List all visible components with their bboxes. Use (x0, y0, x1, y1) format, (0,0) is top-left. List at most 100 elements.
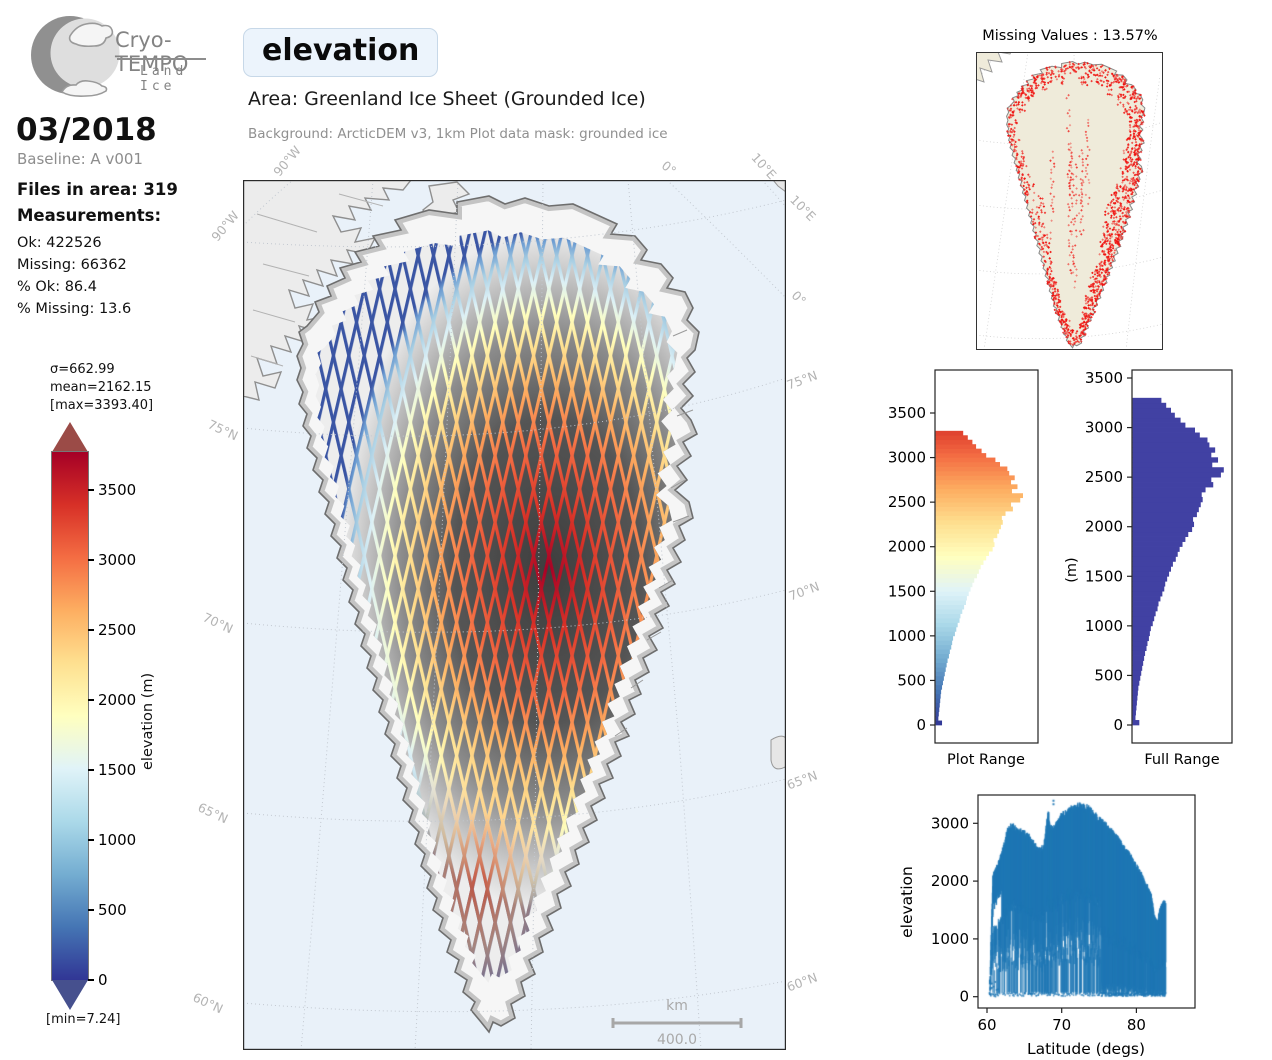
missing-marker (1032, 199, 1035, 202)
plot-range-frame (934, 369, 1039, 744)
histogram-bar (1132, 645, 1147, 651)
missing-marker (1053, 290, 1057, 293)
missing-marker (1060, 322, 1063, 326)
histogram-bar (1132, 516, 1194, 523)
tick-label: 3000 (931, 814, 969, 832)
missing-marker (1109, 210, 1113, 213)
missing-marker (1078, 230, 1082, 233)
histogram-bar (935, 707, 940, 712)
histogram-bar (935, 626, 957, 632)
histogram-bar (935, 435, 968, 441)
histogram-bar (935, 497, 1021, 503)
missing-marker (1104, 282, 1107, 285)
missing-marker (1014, 149, 1018, 153)
missing-marker (1043, 211, 1047, 215)
colorbar-under-arrow (52, 980, 88, 1010)
histogram-bar (1132, 427, 1195, 433)
missing-marker (1121, 179, 1125, 182)
histogram-bar (1132, 477, 1212, 483)
missing-marker (1007, 115, 1011, 119)
histogram-bar (1132, 417, 1181, 423)
scalebar-unit-label: km (666, 998, 688, 1014)
full-range-frame (1131, 369, 1233, 744)
histogram-bar (1132, 596, 1161, 602)
histogram-bar (1132, 630, 1150, 637)
histogram-bar (935, 671, 945, 677)
missing-marker (1110, 214, 1113, 218)
colorbar-tick-label: 1500 (98, 761, 137, 779)
missing-marker (1092, 73, 1096, 77)
missing-marker (1112, 209, 1116, 213)
missing-marker (1017, 103, 1020, 106)
missing-marker (1108, 227, 1112, 230)
missing-marker (1035, 86, 1039, 90)
missing-marker (1081, 316, 1084, 320)
histogram-bar (1132, 655, 1145, 661)
missing-marker (1089, 289, 1092, 293)
histogram-bar (935, 689, 942, 695)
missing-marker (1021, 152, 1024, 155)
missing-marker (1065, 332, 1069, 336)
missing-marker (1114, 80, 1118, 83)
missing-marker (1123, 214, 1127, 217)
stat-pct-missing: % Missing: 13.6 (17, 301, 132, 317)
histogram-bar (1132, 625, 1151, 632)
missing-marker (1085, 136, 1089, 140)
tick-label: 500 (1094, 666, 1123, 684)
missing-marker (1088, 285, 1091, 289)
missing-marker (1065, 335, 1068, 339)
missing-marker (1050, 71, 1054, 74)
tick-label: 60 (977, 1016, 996, 1034)
histogram-bar (935, 631, 955, 637)
tick-label: 0 (916, 716, 926, 734)
colorbar-tick-label: 3000 (98, 551, 137, 569)
missing-marker (1093, 310, 1097, 314)
histogram-bar (935, 684, 943, 690)
missing-marker (1010, 143, 1013, 146)
missing-marker (1108, 252, 1111, 256)
plot-range-label: Plot Range (947, 752, 1025, 768)
missing-marker (1062, 315, 1065, 319)
missing-marker (1017, 100, 1021, 104)
histogram-bar (935, 493, 1023, 499)
missing-marker (1048, 279, 1052, 282)
colorbar-tick-mark (88, 489, 94, 491)
missing-marker (1007, 130, 1010, 134)
histogram-bar (935, 649, 950, 655)
missing-marker (1118, 243, 1121, 246)
missing-marker (1128, 196, 1131, 200)
missing-marker (1057, 295, 1061, 299)
missing-marker (1082, 75, 1085, 79)
missing-marker (1111, 257, 1114, 261)
missing-marker (1088, 69, 1091, 73)
missing-marker (1050, 269, 1053, 273)
missing-marker (1115, 222, 1118, 225)
missing-marker (1009, 137, 1013, 141)
missing-marker (1093, 270, 1097, 273)
graticule-label: 65°N (195, 799, 231, 827)
missing-marker (1136, 97, 1140, 100)
missing-marker (1140, 142, 1143, 146)
histogram-bar (1132, 690, 1138, 696)
histogram-bar (1132, 705, 1137, 711)
missing-marker (1132, 163, 1135, 166)
histogram-bar (935, 564, 981, 570)
histogram-bar (1132, 506, 1199, 513)
tick-label: 2500 (1085, 468, 1123, 486)
histogram-bar (1132, 576, 1168, 582)
colorbar-tick-label: 1000 (98, 831, 137, 849)
colorbar-tick-mark (88, 769, 94, 771)
histogram-bar (1132, 447, 1216, 453)
histogram-bar (1132, 610, 1156, 617)
missing-marker (1098, 268, 1101, 271)
missing-marker (1072, 194, 1076, 197)
missing-marker (1080, 209, 1083, 212)
missing-marker (1080, 81, 1083, 84)
missing-marker (1080, 76, 1083, 80)
missing-marker (1125, 110, 1128, 114)
missing-marker (1128, 215, 1132, 219)
missing-marker (1084, 133, 1088, 137)
missing-marker (1106, 234, 1109, 237)
missing-marker (1126, 169, 1129, 173)
